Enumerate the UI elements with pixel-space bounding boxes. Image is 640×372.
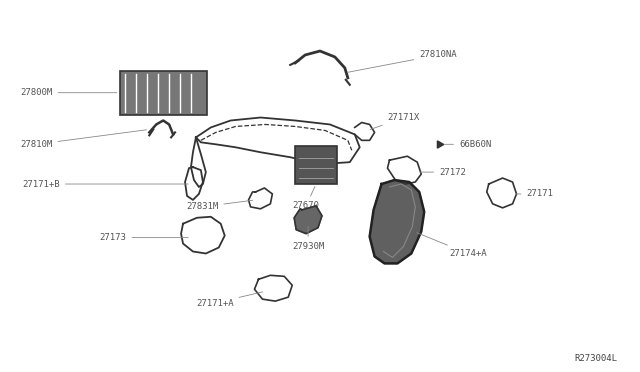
Text: 27810M: 27810M	[20, 130, 147, 149]
Text: 27831M: 27831M	[186, 200, 253, 211]
Text: 27173: 27173	[100, 233, 188, 242]
Text: 27171: 27171	[515, 189, 554, 198]
Text: 27171X: 27171X	[371, 113, 420, 129]
Text: 27810NA: 27810NA	[348, 51, 457, 72]
Polygon shape	[294, 206, 322, 234]
Polygon shape	[370, 180, 424, 263]
Text: 27670: 27670	[292, 186, 319, 210]
Bar	[295, 146, 337, 184]
Text: 27930M: 27930M	[292, 227, 324, 251]
Text: 66B60N: 66B60N	[442, 140, 492, 149]
Text: 27174+A: 27174+A	[417, 233, 486, 258]
Text: 27800M: 27800M	[20, 88, 116, 97]
Text: 27171+A: 27171+A	[196, 292, 262, 308]
Text: 27172: 27172	[420, 168, 466, 177]
Text: 27171+B: 27171+B	[22, 180, 188, 189]
Text: R273004L: R273004L	[575, 354, 618, 363]
Bar	[120, 71, 207, 115]
